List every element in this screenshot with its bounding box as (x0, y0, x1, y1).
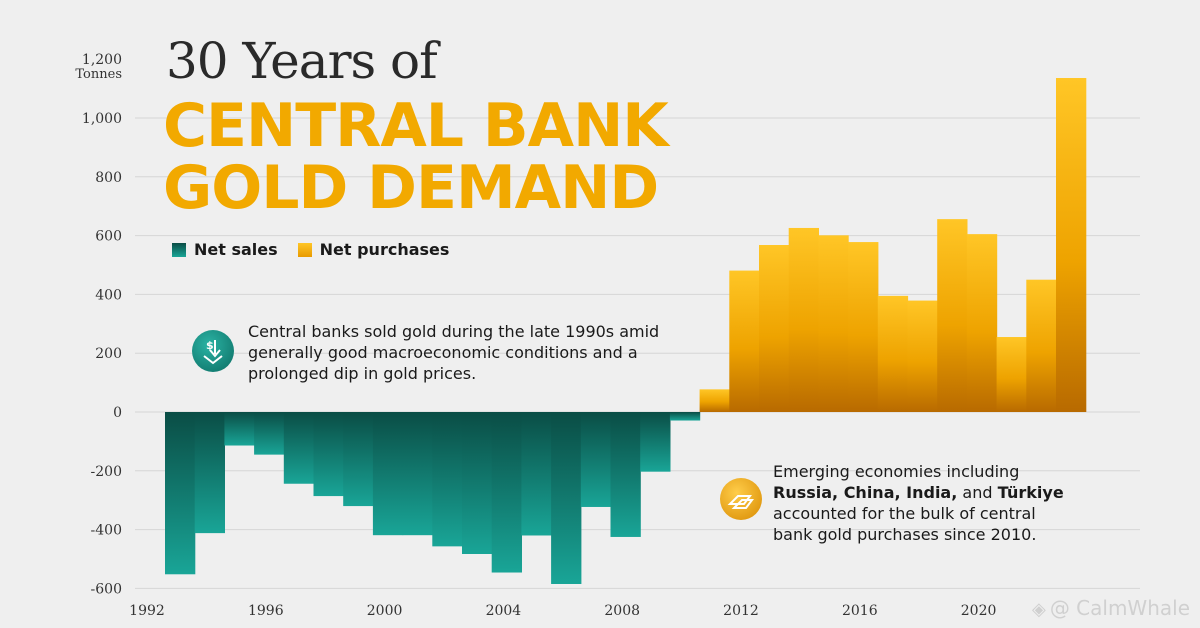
legend-swatch-purchases (297, 242, 312, 257)
x-tick-label: 2020 (961, 603, 997, 619)
x-tick-label: 2016 (842, 603, 878, 619)
bar-net-sales (669, 412, 701, 421)
bar-net-purchases (1056, 78, 1087, 413)
bar-net-sales (462, 412, 493, 555)
y-tick-label: -400 (91, 523, 122, 539)
bar-net-sales (640, 412, 671, 472)
svg-text:$: $ (206, 339, 214, 352)
bar-net-sales (402, 412, 433, 536)
bar-net-sales (491, 412, 522, 573)
purchases-note-and: and (962, 483, 993, 502)
bar-net-purchases (1026, 279, 1057, 412)
bar-net-sales (372, 412, 404, 536)
title-line-1: 30 Years of (166, 32, 438, 90)
x-tick-label: 2008 (604, 603, 640, 619)
bar-net-sales (521, 412, 552, 536)
bar-net-purchases (729, 270, 760, 412)
bar-net-sales (551, 412, 582, 584)
y-tick-label: -600 (91, 581, 122, 597)
y-tick-label: 200 (95, 346, 122, 362)
y-tick-label: 600 (95, 229, 122, 245)
purchases-annotation: Emerging economies including Russia, Chi… (773, 461, 1073, 545)
title-line-2: CENTRAL BANK (163, 91, 669, 161)
purchases-note-turkiye: Türkiye (997, 483, 1064, 502)
sales-down-arrow-icon: $ (192, 330, 234, 372)
bar-net-purchases (818, 235, 849, 412)
legend-swatch-sales (172, 242, 186, 257)
bar-net-sales (313, 412, 344, 497)
legend-item-sales: Net sales (172, 240, 278, 259)
y-tick-label: 1,200 (82, 52, 122, 68)
bar-net-purchases (996, 337, 1027, 412)
x-tick-label: 2004 (486, 603, 522, 619)
legend-item-purchases: Net purchases (297, 240, 450, 259)
y-tick-label: 1,000 (82, 111, 122, 127)
legend-label-sales: Net sales (194, 240, 278, 259)
watermark: ◈ @ CalmWhale (1032, 596, 1190, 620)
x-tick-label: 2000 (367, 603, 403, 619)
bar-net-sales (432, 412, 463, 547)
watermark-text: @ CalmWhale (1049, 596, 1190, 620)
bar-net-sales (283, 412, 315, 484)
bar-net-purchases (788, 227, 819, 412)
chart-legend: Net sales Net purchases (172, 240, 449, 259)
bar-net-purchases (848, 242, 879, 412)
bar-net-sales (165, 412, 196, 575)
x-tick-label: 2012 (723, 603, 759, 619)
purchases-note-prefix: Emerging economies including (773, 462, 1020, 481)
x-tick-label: 1996 (248, 603, 284, 619)
bar-net-sales (254, 412, 285, 455)
y-tick-label: -200 (91, 464, 122, 480)
y-tick-label: 0 (113, 405, 122, 421)
bar-net-purchases (877, 295, 909, 412)
y-tick-label: 400 (95, 287, 122, 303)
legend-label-purchases: Net purchases (319, 240, 450, 259)
diamond-icon: ◈ (1031, 599, 1046, 620)
bar-net-sales (224, 412, 255, 446)
purchases-note-suffix: accounted for the bulk of central bank g… (773, 504, 1037, 544)
title-line-3: GOLD DEMAND (163, 153, 659, 223)
gold-bars-icon (720, 478, 762, 520)
bar-net-purchases (907, 300, 938, 412)
bar-net-sales (194, 412, 225, 534)
purchases-note-countries: Russia, China, India, (773, 483, 958, 502)
sales-annotation: Central banks sold gold during the late … (248, 322, 660, 383)
bar-net-purchases (937, 219, 968, 412)
bar-net-sales (610, 412, 641, 537)
x-tick-label: 1992 (129, 603, 165, 619)
bar-net-sales (580, 412, 612, 507)
y-axis-unit-label: Tonnes (75, 67, 122, 82)
bar-net-purchases (759, 245, 790, 412)
y-tick-label: 800 (95, 170, 122, 186)
bar-net-purchases (699, 389, 730, 412)
bar-net-sales (343, 412, 374, 507)
bar-net-purchases (966, 234, 998, 412)
